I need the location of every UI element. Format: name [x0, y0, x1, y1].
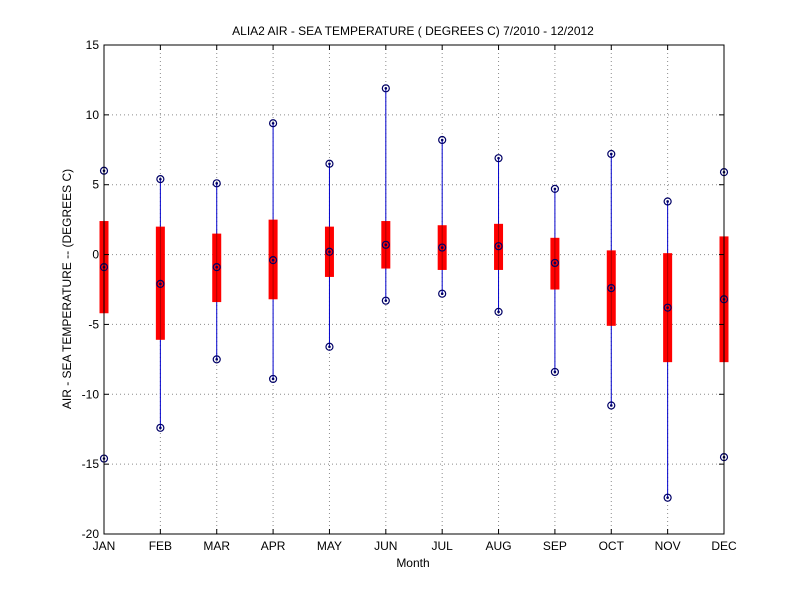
y-tick-label: -20 — [82, 527, 100, 541]
median-marker — [325, 247, 334, 256]
max-marker-dot — [328, 162, 331, 166]
y-axis-label: AIR - SEA TEMPERATURE -- (DEGREES C) — [60, 169, 74, 409]
x-tick-label: JAN — [93, 539, 116, 553]
max-marker-dot — [159, 177, 162, 181]
min-marker-dot — [384, 299, 388, 302]
min-marker-dot — [159, 426, 162, 430]
max-marker-dot — [215, 182, 219, 185]
min-marker-dot — [497, 310, 500, 314]
x-axis-label: Month — [396, 556, 429, 570]
max-marker-dot — [384, 87, 388, 90]
x-tick-label: SEP — [543, 539, 567, 553]
min-marker — [268, 374, 278, 384]
median-marker — [268, 256, 278, 265]
max-marker-dot — [440, 138, 444, 142]
max-marker-dot — [553, 187, 557, 191]
grid-layer — [104, 45, 724, 534]
max-marker-dot — [497, 156, 500, 160]
min-marker — [494, 307, 503, 316]
min-marker-dot — [609, 404, 613, 407]
x-tick-label: OCT — [599, 539, 625, 553]
y-tick-label: -15 — [82, 457, 100, 471]
max-marker-dot — [666, 200, 669, 203]
median-marker-dot — [384, 243, 388, 247]
max-marker — [325, 159, 334, 168]
min-marker — [438, 289, 447, 298]
y-tick-label: -10 — [82, 387, 100, 401]
median-marker — [156, 279, 165, 289]
x-tick-label: MAR — [203, 539, 230, 553]
max-marker — [607, 149, 616, 159]
median-marker-dot — [215, 265, 219, 269]
median-marker — [607, 284, 616, 293]
min-marker — [212, 355, 221, 364]
median-marker-dot — [553, 261, 557, 265]
plot-layer — [99, 84, 729, 502]
axes-box — [103, 44, 725, 535]
x-tick-label: DEC — [711, 539, 737, 553]
median-marker — [550, 258, 560, 268]
min-marker-dot — [328, 345, 331, 349]
median-marker-dot — [328, 250, 331, 254]
y-tick-label: 5 — [92, 178, 99, 192]
min-marker — [156, 423, 165, 432]
y-tick-label: 10 — [86, 108, 100, 122]
max-marker — [663, 197, 672, 206]
median-marker-dot — [271, 258, 275, 262]
chart-title: ALIA2 AIR - SEA TEMPERATURE ( DEGREES C)… — [232, 24, 594, 38]
x-tick-label: NOV — [655, 539, 681, 553]
min-marker — [381, 296, 390, 305]
x-tick-label: APR — [261, 539, 286, 553]
min-marker — [550, 367, 560, 377]
median-marker — [494, 242, 503, 251]
median-marker — [381, 240, 390, 249]
x-tick-label: FEB — [149, 539, 172, 553]
min-marker — [607, 401, 616, 410]
median-marker-dot — [497, 244, 500, 248]
min-marker — [663, 493, 672, 502]
x-tick-label: JUL — [432, 539, 454, 553]
max-marker — [381, 84, 390, 93]
median-marker-dot — [159, 282, 162, 286]
x-tick-label: JUN — [374, 539, 397, 553]
median-marker — [212, 263, 221, 272]
max-marker — [494, 154, 503, 163]
min-marker-dot — [666, 496, 669, 499]
min-marker-dot — [215, 358, 219, 361]
max-marker-dot — [609, 152, 613, 156]
max-marker — [212, 179, 221, 188]
y-tick-label: 0 — [92, 248, 99, 262]
median-marker-dot — [440, 246, 444, 249]
median-marker-dot — [609, 286, 613, 290]
max-marker — [438, 135, 447, 145]
x-tick-label: AUG — [486, 539, 512, 553]
min-marker-dot — [553, 370, 557, 374]
median-marker — [663, 303, 672, 312]
min-marker — [325, 342, 334, 351]
max-marker — [550, 184, 560, 194]
median-marker-dot — [666, 306, 669, 309]
min-marker-dot — [271, 377, 275, 381]
max-marker — [268, 119, 278, 128]
min-marker-dot — [440, 292, 444, 295]
median-marker — [438, 243, 447, 252]
max-marker — [156, 175, 165, 184]
y-tick-label: -5 — [88, 317, 99, 331]
max-marker-dot — [271, 121, 275, 125]
y-tick-label: 15 — [86, 38, 100, 52]
x-tick-label: MAY — [317, 539, 342, 553]
